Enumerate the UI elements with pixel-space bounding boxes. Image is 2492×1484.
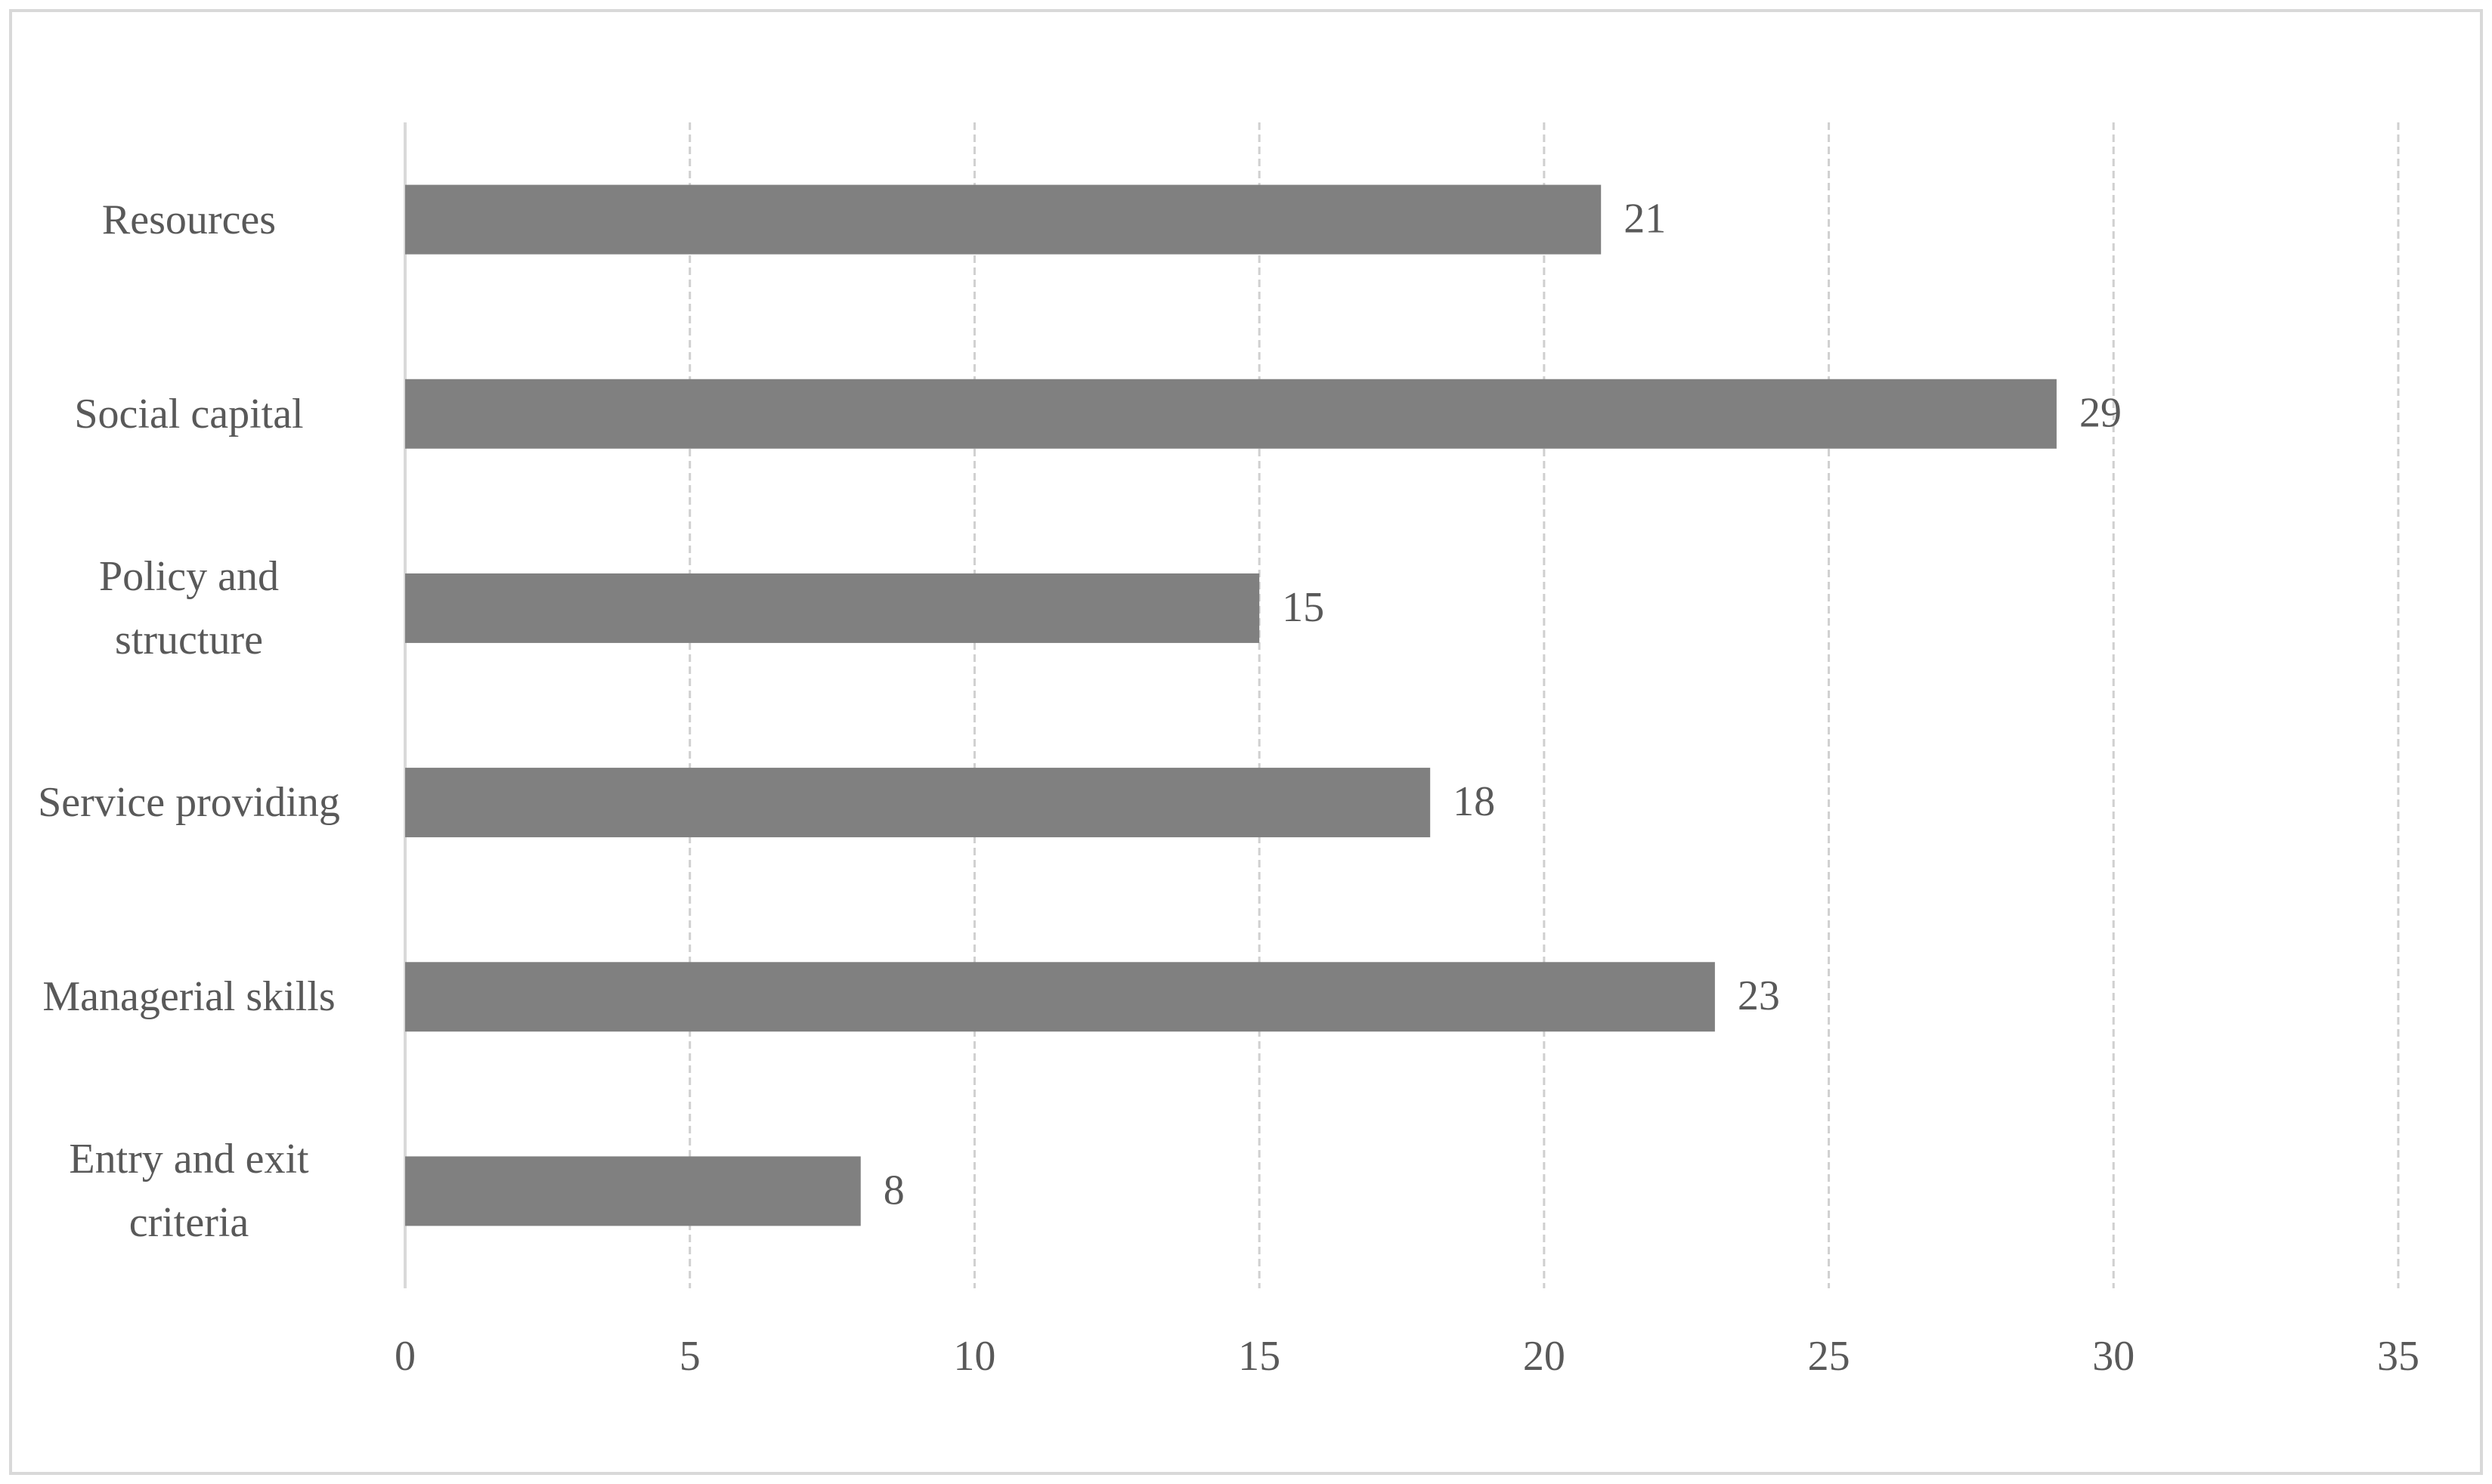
data-label: 21: [1624, 195, 1666, 242]
x-tick-label: 5: [679, 1333, 701, 1380]
data-label: 8: [884, 1167, 905, 1213]
bar: [405, 962, 1715, 1032]
x-tick-label: 20: [1523, 1333, 1565, 1380]
chart-border: [9, 9, 2483, 1475]
y-tick-label: Service providing: [38, 779, 340, 827]
y-tick-label: Entry and exit criteria: [69, 1136, 309, 1247]
x-tick-label: 25: [1808, 1333, 1850, 1380]
data-label: 15: [1282, 584, 1324, 631]
bar: [405, 1156, 861, 1226]
y-tick-label: Policy and structure: [99, 552, 279, 663]
x-tick-label: 0: [395, 1333, 416, 1380]
x-tick-label: 30: [2092, 1333, 2134, 1380]
x-tick-label: 35: [2377, 1333, 2419, 1380]
y-tick-label: Social capital: [74, 390, 304, 437]
y-tick-label: Managerial skills: [42, 973, 336, 1021]
y-tick-label: Resources: [101, 196, 277, 243]
data-label: 29: [2079, 390, 2122, 437]
bar: [405, 768, 1431, 838]
bar: [405, 573, 1260, 643]
x-tick-label: 10: [953, 1333, 995, 1380]
bar: [405, 184, 1602, 255]
bar: [405, 379, 2057, 449]
x-tick-label: 15: [1238, 1333, 1280, 1380]
data-label: 23: [1738, 972, 1780, 1019]
data-label: 18: [1453, 778, 1495, 825]
